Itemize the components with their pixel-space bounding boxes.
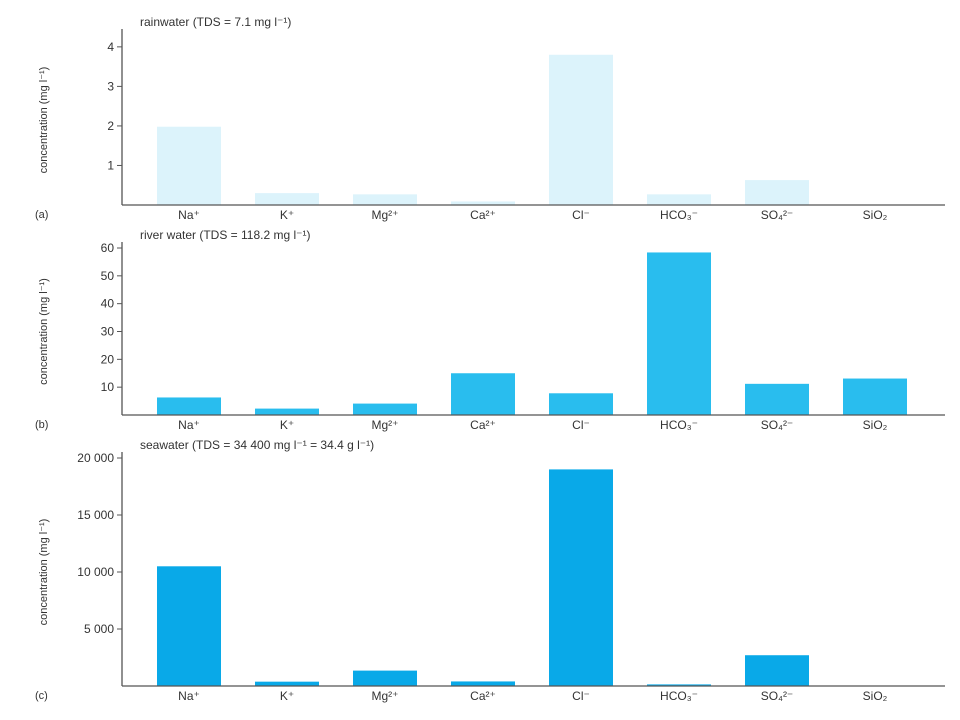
- bar-1-2: [255, 193, 319, 205]
- category-label: SO₄²⁻: [761, 689, 794, 703]
- y-tick-label: 4: [107, 40, 114, 54]
- bar-2-8: [843, 378, 907, 415]
- bar-3-1: [157, 566, 221, 686]
- y-tick-label: 5 000: [84, 622, 114, 636]
- bar-3-3: [353, 670, 417, 686]
- y-tick-label: 2: [107, 119, 114, 133]
- category-label: SiO₂: [863, 689, 888, 703]
- category-label: Mg²⁺: [372, 208, 399, 222]
- category-label: Mg²⁺: [372, 689, 399, 703]
- category-label: SiO₂: [863, 418, 888, 432]
- y-tick-label: 30: [101, 325, 115, 339]
- panel-label: (c): [35, 690, 48, 702]
- y-axis-label: concentration (mg l⁻¹): [38, 67, 50, 174]
- category-label: Ca²⁺: [470, 208, 496, 222]
- y-tick-label: 40: [101, 297, 115, 311]
- category-label: Na⁺: [178, 208, 200, 222]
- chart-panel-1: Na⁺ K⁺ Mg²⁺ Ca²⁺ Cl⁻ HCO₃⁻ SO₄²⁻ SiO₂ 1 2 3 4 rainwa…: [35, 15, 945, 222]
- category-label: Ca²⁺: [470, 418, 496, 432]
- chart-title: seawater (TDS = 34 400 mg l⁻¹ = 34.4 g l…: [140, 438, 374, 452]
- category-label: SO₄²⁻: [761, 418, 794, 432]
- category-label: Cl⁻: [572, 418, 590, 432]
- bar-3-7: [745, 655, 809, 686]
- bar-2-3: [353, 403, 417, 415]
- y-tick-label: 15 000: [77, 508, 114, 522]
- bar-1-5: [549, 54, 613, 205]
- category-label: Ca²⁺: [470, 689, 496, 703]
- bar-2-5: [549, 393, 613, 415]
- bar-3-4: [451, 681, 515, 686]
- y-tick-label: 10 000: [77, 565, 114, 579]
- bar-2-7: [745, 383, 809, 415]
- category-label: SiO₂: [863, 208, 888, 222]
- category-label: Na⁺: [178, 689, 200, 703]
- y-tick-label: 20: [101, 352, 115, 366]
- y-tick-label: 20 000: [77, 451, 114, 465]
- category-label: HCO₃⁻: [660, 689, 698, 703]
- bar-2-2: [255, 408, 319, 415]
- bar-1-6: [647, 194, 711, 205]
- category-label: K⁺: [280, 208, 294, 222]
- y-tick-label: 10: [101, 380, 115, 394]
- category-label: SO₄²⁻: [761, 208, 794, 222]
- category-label: Cl⁻: [572, 208, 590, 222]
- category-label: HCO₃⁻: [660, 208, 698, 222]
- category-label: K⁺: [280, 418, 294, 432]
- category-label: Mg²⁺: [372, 418, 399, 432]
- bar-1-3: [353, 194, 417, 205]
- bar-3-5: [549, 469, 613, 686]
- panel-label: (b): [35, 419, 48, 431]
- y-tick-label: 60: [101, 241, 115, 255]
- bar-1-7: [745, 180, 809, 205]
- chart-title: rainwater (TDS = 7.1 mg l⁻¹): [140, 15, 291, 29]
- category-label: K⁺: [280, 689, 294, 703]
- chart-title: river water (TDS = 118.2 mg l⁻¹): [140, 228, 310, 242]
- y-tick-label: 50: [101, 269, 115, 283]
- bar-2-6: [647, 252, 711, 415]
- chart-panel-2: Na⁺ K⁺ Mg²⁺ Ca²⁺ Cl⁻ HCO₃⁻ SO₄²⁻ SiO₂ 10 20 30 40 50…: [35, 228, 945, 432]
- category-label: Cl⁻: [572, 689, 590, 703]
- y-axis-label: concentration (mg l⁻¹): [38, 519, 50, 626]
- chart-panel-3: Na⁺ K⁺ Mg²⁺ Ca²⁺ Cl⁻ HCO₃⁻ SO₄²⁻ SiO₂ 5 000 10 00…: [35, 438, 945, 703]
- bar-3-2: [255, 681, 319, 686]
- bar-2-4: [451, 373, 515, 415]
- bar-1-1: [157, 126, 221, 205]
- y-tick-label: 3: [107, 79, 114, 93]
- y-tick-label: 1: [107, 158, 114, 172]
- bar-1-4: [451, 201, 515, 205]
- category-label: Na⁺: [178, 418, 200, 432]
- category-label: HCO₃⁻: [660, 418, 698, 432]
- bar-2-1: [157, 397, 221, 415]
- bar-3-6: [647, 684, 711, 686]
- y-axis-label: concentration (mg l⁻¹): [38, 278, 50, 385]
- panel-label: (a): [35, 209, 48, 221]
